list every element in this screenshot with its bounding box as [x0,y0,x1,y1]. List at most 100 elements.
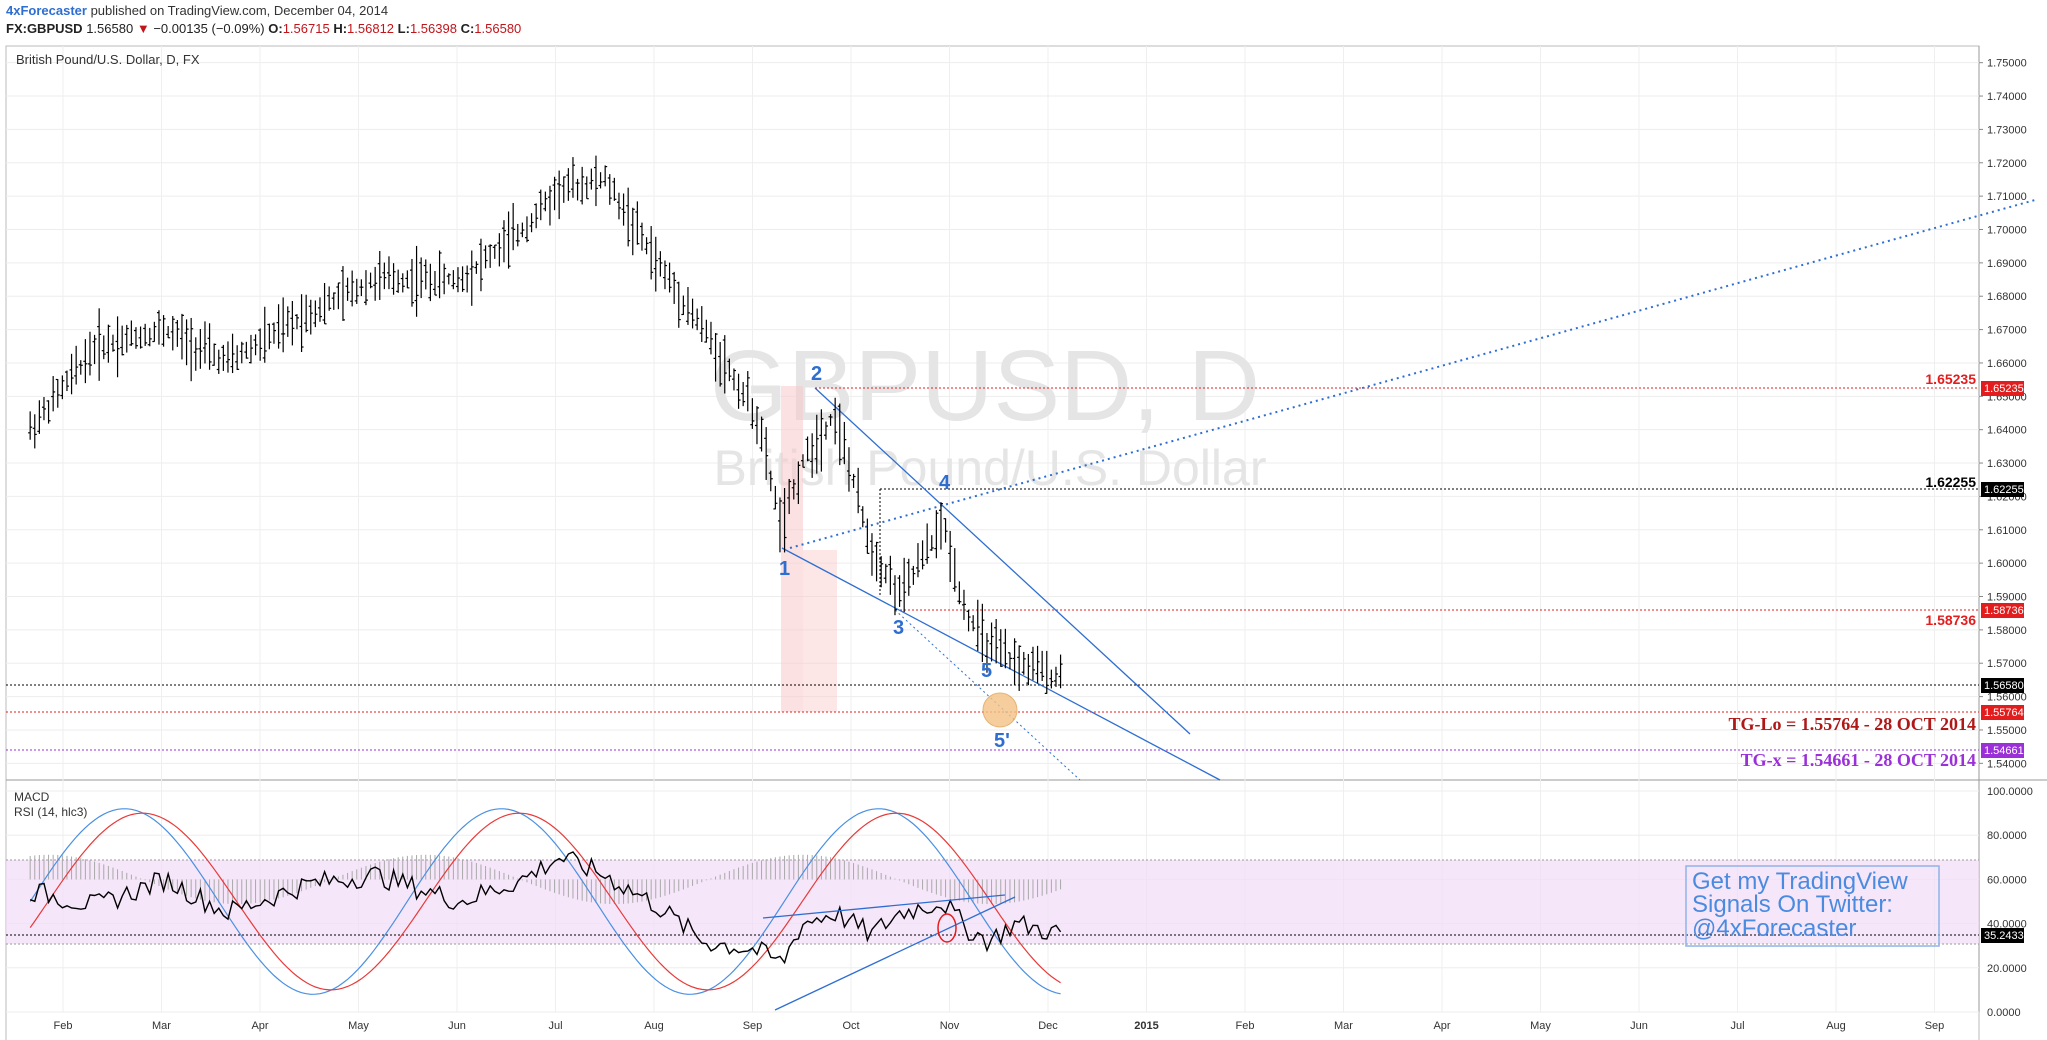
ohlc-bar-156 [745,371,750,412]
badge-56580-text: 1.56580 [1984,680,2024,692]
ohlc-bar-7 [60,375,65,400]
ohlc-bar-40 [212,343,217,366]
ohlc-bar-22 [129,320,134,346]
ohlc-bar-168 [800,454,805,468]
ohlc-bar-134 [644,237,649,255]
ohlc-bar-99 [483,245,488,269]
ohlc-bar-116 [561,176,566,203]
ohlc-bar-204 [966,609,971,632]
ohlc-bar-8 [64,370,69,392]
ohlc-bar-74 [368,272,373,289]
y-tick-label-21: 1.54000 [1987,758,2027,770]
ohlc-bar-209 [989,622,994,662]
ohlc-bar-208 [984,633,989,673]
ohlc-bar-66 [331,292,336,310]
ohlc-bar-58 [294,314,299,330]
level-label-65235: 1.65235 [1925,371,1976,387]
ohlc-bar-55 [281,297,286,353]
badge-56580 [1981,678,2024,693]
ohlc-bar-153 [731,368,736,391]
close-label: C: [460,21,475,36]
publish-info: published on TradingView.com, December 0… [90,3,389,18]
ohlc-bar-126 [607,174,612,205]
ohlc-bar-24 [138,326,143,349]
ohlc-bar-223 [1053,666,1058,687]
tg-x-label: TG-x = 1.54661 - 28 OCT 2014 [1741,750,1976,770]
ohlc-bar-33 [179,313,184,360]
ohlc-bar-132 [635,201,640,245]
ohlc-bar-91 [446,273,451,285]
y-tick-label-9: 1.66000 [1987,358,2027,370]
ohlc-bar-148 [708,321,713,355]
wave-label-2: 2 [811,363,822,385]
ohlc-bar-69 [345,277,350,301]
ohlc-bar-37 [198,328,203,369]
ohlc-bar-122 [589,168,594,190]
ohlc-bar-181 [860,506,865,528]
author-link[interactable]: 4xForecaster [6,3,87,18]
ohlc-bar-198 [938,502,943,550]
ohlc-bar-94 [460,266,465,292]
ohlc-bar-157 [750,398,755,429]
high-label: H: [333,21,348,36]
ohlc-bar-6 [55,378,60,408]
ohlc-bar-139 [667,262,672,293]
ohlc-bar-131 [630,207,635,256]
ohlc-bar-28 [156,310,161,345]
rsi-label: RSI (14, hlc3) [14,805,87,819]
ohlc-bar-1 [32,414,37,449]
wave-label-5: 5 [981,660,992,682]
rsi-badge-text: 35.2433 [1984,930,2024,942]
promo-box [1685,865,1940,947]
ohlc-bar-103 [501,220,506,263]
promo-line-2: Signals On Twitter: [1692,891,1893,918]
ohlc-bar-117 [566,168,571,201]
ohlc-bar-86 [423,259,428,290]
level-label-62255: 1.62255 [1925,474,1976,490]
ohlc-bar-72 [359,279,364,297]
ohlc-bar-190 [902,557,907,613]
ohlc-bar-105 [511,202,516,251]
ohlc-bar-141 [676,281,681,328]
low-tick-label-2: 60.0000 [1987,874,2027,886]
ohlc-bar-128 [616,192,621,220]
ohlc-bar-214 [1012,638,1017,686]
low-tick-label-5: 0.0000 [1987,1007,2021,1019]
ohlc-bar-127 [612,177,617,201]
x-tick-label-5: Jul [548,1020,562,1032]
ohlc-bar-59 [299,294,304,352]
ohlc-bar-154 [736,373,741,409]
ohlc-bar-49 [253,334,258,356]
close-value: 1.56580 [474,21,522,36]
ohlc-bar-104 [506,211,511,269]
badge-55764-text: 1.55764 [1984,707,2024,719]
low-tick-label-0: 100.0000 [1987,786,2033,798]
rsi-support-line [774,896,1016,1011]
ohlc-bar-186 [883,563,888,584]
level-label-58736: 1.58736 [1925,612,1976,628]
ohlc-bar-51 [262,306,267,363]
rsi-resistance-line [762,894,1006,919]
x-tick-label-4: Jun [448,1020,466,1032]
ohlc-bar-15 [97,308,102,381]
ohlc-bar-67 [336,282,341,310]
ohlc-bar-193 [915,543,920,578]
y-tick-label-16: 1.59000 [1987,592,2027,604]
ohlc-bar-62 [313,300,318,328]
ohlc-bar-211 [998,629,1003,667]
ohlc-bar-30 [166,325,171,339]
ohlc-bar-146 [699,306,704,343]
ohlc-bar-171 [814,414,819,474]
badge-58736 [1981,603,2024,618]
ohlc-bar-184 [874,541,879,582]
ohlc-bar-150 [718,342,723,387]
ohlc-bar-71 [354,278,359,304]
last-price: 1.56580 [86,21,134,36]
ohlc-bar-137 [658,251,663,277]
ohlc-bar-10 [74,345,79,385]
publish-line: 4xForecaster published on TradingView.co… [6,3,388,18]
wave-label-3: 3 [893,617,904,639]
ohlc-bar-143 [685,287,690,325]
y-tick-label-19: 1.56000 [1987,692,2027,704]
